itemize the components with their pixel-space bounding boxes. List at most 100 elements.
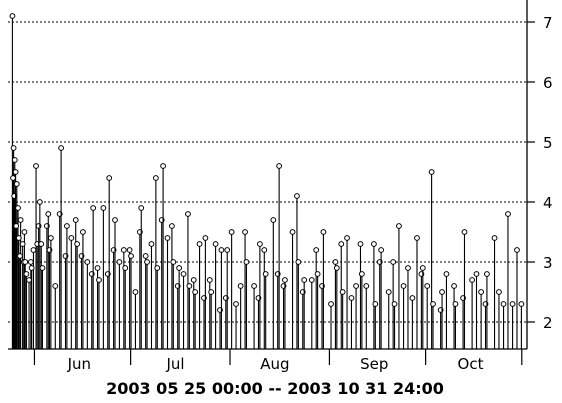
data-point	[400, 283, 407, 289]
data-point	[138, 205, 145, 211]
data-point	[186, 283, 193, 289]
data-point	[500, 301, 507, 307]
data-point	[469, 277, 475, 283]
y-tick-label: 7	[543, 14, 553, 32]
data-point	[233, 301, 239, 307]
data-point	[314, 271, 321, 277]
data-point	[180, 271, 187, 277]
data-point	[328, 301, 334, 307]
data-point	[295, 259, 302, 265]
data-point	[451, 283, 457, 289]
data-point	[21, 229, 28, 235]
data-point	[185, 211, 191, 217]
data-point	[332, 259, 339, 265]
data-point	[405, 265, 411, 271]
data-point	[261, 247, 268, 253]
data-point	[19, 241, 26, 247]
data-point	[505, 211, 511, 217]
data-point	[190, 277, 197, 283]
data-point	[23, 271, 30, 277]
x-tick-label: Sep	[360, 355, 388, 373]
data-point	[313, 247, 320, 253]
y-axis-ticks: 2 3 4 5 6 7	[527, 14, 553, 332]
data-point	[10, 175, 16, 181]
data-point	[152, 175, 159, 181]
data-point	[478, 289, 485, 295]
data-point	[424, 283, 431, 289]
axes	[8, 0, 528, 350]
data-point	[132, 289, 139, 295]
data-point	[333, 265, 340, 271]
data-point	[372, 301, 379, 307]
data-point	[496, 289, 502, 295]
data-point	[94, 265, 101, 271]
data-point	[90, 205, 97, 211]
data-point	[348, 295, 355, 301]
y-tick-label: 2	[543, 314, 553, 332]
data-point	[192, 289, 199, 295]
data-point	[202, 235, 209, 241]
data-point	[385, 289, 392, 295]
data-point	[514, 247, 520, 253]
data-point	[80, 229, 86, 235]
stem-series	[9, 13, 525, 349]
data-point	[26, 277, 32, 283]
data-point	[96, 277, 102, 283]
data-point	[144, 259, 150, 265]
data-point	[224, 247, 231, 253]
data-point	[39, 265, 46, 271]
data-point	[30, 247, 37, 253]
data-point	[473, 271, 480, 277]
data-point	[208, 289, 215, 295]
data-point	[164, 235, 171, 241]
data-point	[419, 265, 426, 271]
data-point	[228, 229, 235, 235]
data-point	[308, 277, 315, 283]
y-tick-label: 4	[543, 194, 553, 212]
data-point	[294, 193, 300, 199]
data-point	[33, 163, 39, 169]
data-point	[15, 205, 21, 211]
data-point	[390, 259, 397, 265]
data-point	[282, 277, 288, 283]
data-point	[353, 283, 359, 289]
data-point	[47, 235, 54, 241]
data-point	[338, 241, 345, 247]
x-tick-label: Oct	[458, 355, 484, 373]
data-point	[320, 229, 327, 235]
data-point	[396, 223, 402, 229]
data-point	[160, 163, 166, 169]
x-axis-ticks: Jun Jul Aug Sep Oct	[33, 349, 523, 373]
data-point	[17, 217, 24, 223]
data-point	[212, 241, 219, 247]
data-point	[378, 247, 385, 253]
x-tick-label: Jul	[165, 355, 184, 373]
data-point	[262, 271, 269, 277]
grid-lines	[8, 21, 527, 323]
data-point	[289, 229, 296, 235]
data-point	[461, 229, 468, 235]
x-tick-label: Jun	[67, 355, 91, 373]
data-point	[206, 277, 213, 283]
data-point	[344, 235, 350, 241]
data-point	[10, 145, 17, 151]
data-point	[11, 157, 18, 163]
data-point	[148, 241, 155, 247]
data-point	[414, 235, 420, 241]
data-point	[13, 181, 20, 187]
data-point	[430, 301, 436, 307]
x-axis-label: 2003 05 25 00:00 -- 2003 10 31 24:00	[106, 379, 444, 398]
data-point	[12, 169, 19, 175]
data-point	[22, 259, 29, 265]
data-point	[116, 259, 123, 265]
data-point	[52, 283, 59, 289]
data-point	[439, 289, 445, 295]
data-point	[256, 241, 263, 247]
data-point	[251, 283, 257, 289]
data-point	[142, 253, 149, 259]
data-point	[276, 163, 283, 169]
data-point	[128, 253, 134, 259]
data-point	[363, 283, 370, 289]
data-point	[428, 169, 435, 175]
